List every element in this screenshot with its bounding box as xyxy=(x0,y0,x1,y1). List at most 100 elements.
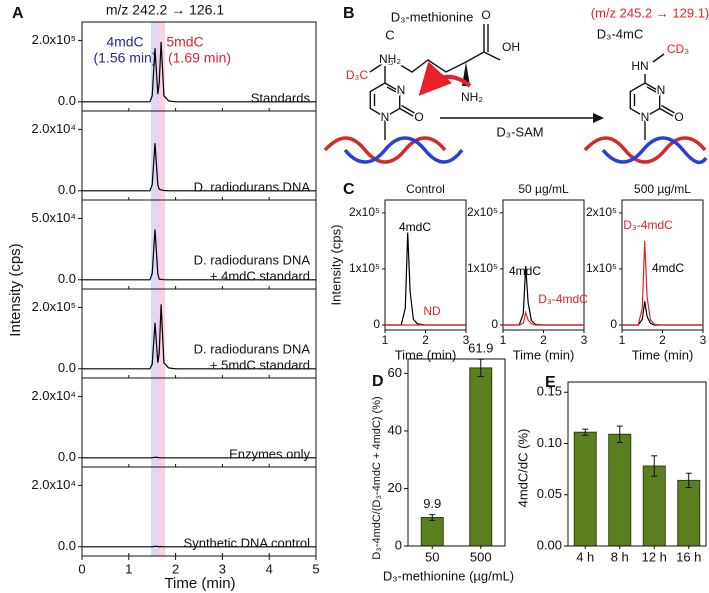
trace-label: Enzymes only xyxy=(229,446,310,461)
dna-strand xyxy=(583,136,707,164)
peak-label: D₃-4mdC xyxy=(623,218,673,232)
y-tick-label: 20 xyxy=(388,480,402,495)
y-tick-label: 0.0 xyxy=(58,93,76,108)
panel-label: B xyxy=(343,5,355,22)
chromatogram xyxy=(503,310,584,326)
peak-label: 4mdC xyxy=(106,34,143,50)
chromatogram xyxy=(82,229,316,281)
atom: NH₂ xyxy=(461,90,483,104)
y-tick-label: 0.0 xyxy=(58,538,76,553)
atom: N xyxy=(657,83,666,97)
bar xyxy=(677,479,701,547)
subplot-title: 50 µg/mL xyxy=(518,182,569,196)
chart-title: m/z 242.2 → 126.1 xyxy=(106,2,225,18)
x-tick-label: 4 h xyxy=(576,549,594,564)
data-label: 9.9 xyxy=(423,496,441,511)
y-tick-label: 0 xyxy=(610,317,617,331)
peak-time: (1.56 min) xyxy=(93,50,156,66)
y-tick-label: 2x10⁵ xyxy=(586,205,617,219)
x-tick-label: 3 xyxy=(463,333,470,347)
trace-label: D. radiodurans DNA xyxy=(194,179,311,194)
data-label: 61.9 xyxy=(468,341,493,356)
y-tick-label: 2x10⁵ xyxy=(467,205,498,219)
cofactor-label: D₃-SAM xyxy=(496,124,543,139)
panel-label: A xyxy=(12,5,24,22)
x-tick-label: 1 xyxy=(125,561,132,576)
bar xyxy=(642,465,666,547)
y-tick-label: 1x10⁵ xyxy=(586,261,617,275)
x-axis-label: Time (min) xyxy=(395,347,457,362)
atom: O xyxy=(481,8,490,22)
x-tick-label: 2 xyxy=(659,333,666,347)
dna-strand xyxy=(323,136,447,164)
y-tick-label: 2.0x10⁵ xyxy=(32,32,76,47)
peak-time: (1.69 min) xyxy=(168,50,231,66)
peak-label: ND xyxy=(423,304,441,318)
y-axis-label: 4mdC/dC (%) xyxy=(515,429,530,508)
x-tick-label: 12 h xyxy=(642,549,667,564)
chromatogram xyxy=(82,143,316,192)
y-tick-label: 2.0x10⁵ xyxy=(32,299,76,314)
product-mz: (m/z 245.2 → 129.1) xyxy=(591,5,709,20)
peak-label: D₃-4mdC xyxy=(538,292,588,306)
panel-label: E xyxy=(545,374,556,391)
chromatogram xyxy=(622,240,703,326)
y-axis-label: Intensity (cps) xyxy=(7,243,24,336)
x-tick-label: 5 xyxy=(312,561,319,576)
bar xyxy=(469,367,493,547)
peak-label: 4mdC xyxy=(399,220,431,234)
peak-label: 4mdC xyxy=(652,261,684,275)
subplot-title: 500 µg/mL xyxy=(634,182,691,196)
y-tick-label: 2.0x10⁴ xyxy=(31,477,76,492)
dna-strand xyxy=(601,136,708,165)
x-tick-label: 500 xyxy=(470,549,492,564)
atom: D₃C xyxy=(346,68,369,82)
y-tick-label: 2x10⁵ xyxy=(349,205,380,219)
y-tick-label: 0 xyxy=(373,317,380,331)
y-tick-label: 0.05 xyxy=(537,486,562,501)
y-tick-label: 40 xyxy=(388,422,402,437)
atom: O xyxy=(674,110,683,124)
x-tick-label: 2 xyxy=(172,561,179,576)
x-tick-label: 1 xyxy=(382,333,389,347)
trace-label: D. radiodurans DNA xyxy=(194,341,311,356)
y-tick-label: 0.0 xyxy=(58,449,76,464)
atom: N xyxy=(641,110,650,124)
x-tick-label: 4 xyxy=(266,561,273,576)
bar xyxy=(420,517,444,547)
trace-label: D. radiodurans DNA xyxy=(194,252,311,267)
x-tick-label: 2 xyxy=(422,333,429,347)
y-axis-label: Intensity (cps) xyxy=(328,225,343,306)
x-tick-label: 1 xyxy=(500,333,507,347)
chromatogram xyxy=(82,456,316,459)
bar xyxy=(608,433,632,547)
x-axis-label: Time (min) xyxy=(513,347,575,362)
chromatogram xyxy=(82,41,316,103)
x-axis-label: Time (min) xyxy=(632,347,694,362)
x-axis-label: Time (min) xyxy=(164,575,235,592)
reaction-diagram: D₃-methionine C D₃-SAM D₃-4mC (m/z 245.2… xyxy=(323,5,709,165)
y-tick-label: 60 xyxy=(388,365,402,380)
y-tick-label: 0.00 xyxy=(537,537,562,552)
bond xyxy=(369,66,415,140)
x-tick-label: 50 xyxy=(425,549,439,564)
y-tick-label: 0.0 xyxy=(58,271,76,286)
x-tick-label: 16 h xyxy=(676,549,701,564)
trace-label: + 5mdC standard xyxy=(210,357,310,372)
x-tick-label: 0 xyxy=(78,561,85,576)
subplot-frame xyxy=(81,466,317,557)
trace-label: + 4mdC standard xyxy=(210,268,310,283)
y-tick-label: 0.15 xyxy=(537,384,562,399)
y-tick-label: 0 xyxy=(491,317,498,331)
reagent-label: D₃-methionine xyxy=(391,9,474,24)
chromatogram xyxy=(622,301,703,326)
panel-label: D xyxy=(372,373,384,390)
bond xyxy=(629,53,675,140)
y-tick-label: 5.0x10⁴ xyxy=(31,210,76,225)
y-tick-label: 1x10⁵ xyxy=(467,261,498,275)
x-tick-label: 3 xyxy=(700,333,707,347)
atom: CD₃ xyxy=(667,42,689,56)
x-tick-label: 3 xyxy=(581,333,588,347)
peak-label: 5mdC xyxy=(166,34,203,50)
methyl-transfer-arrow xyxy=(418,61,472,96)
